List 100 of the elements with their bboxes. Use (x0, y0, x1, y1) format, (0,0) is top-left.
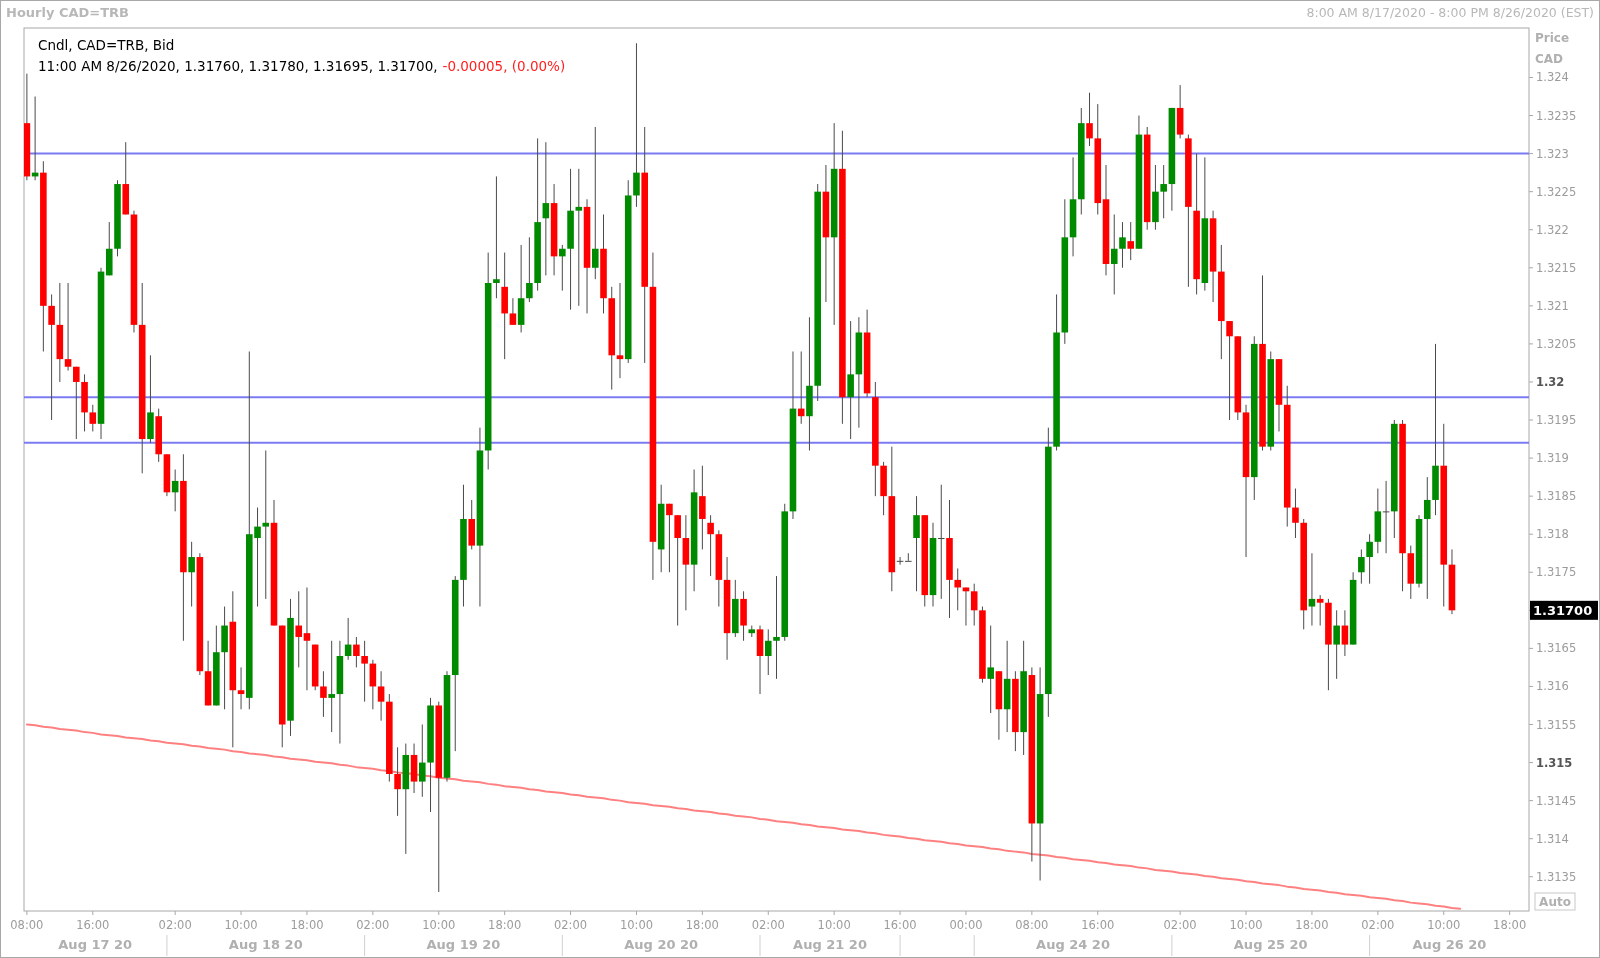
candlestick (1341, 609, 1349, 657)
text: Aug 24 20 (1036, 937, 1110, 952)
annotation: 11:00 AM 8/26/2020, 1.31760, 1.31780, 1.31695, 1.31700, (38, 58, 438, 74)
candlestick (764, 628, 772, 676)
candlestick (847, 320, 854, 440)
x-tick-label: 18:00 (290, 918, 324, 932)
candlestick (1333, 609, 1340, 680)
y-tick-label: 1.3135 (1536, 869, 1577, 884)
candlestick (303, 586, 311, 691)
text: Aug 25 20 (1233, 937, 1308, 952)
candlestick (188, 541, 195, 608)
text: Aug 17 20 (58, 937, 133, 952)
y-tick-label: 1.319 (1536, 451, 1569, 466)
x-tick-label: 10:00 (619, 918, 654, 932)
y-axis-title: Price CAD (1535, 31, 1570, 66)
candlestick (559, 244, 566, 292)
candlestick (73, 366, 80, 440)
candlestick (1127, 221, 1135, 261)
x-tick-label: 18:00 (685, 918, 719, 932)
y-tick-label: 1.315 (1536, 755, 1573, 770)
text: Aug 20 20 (624, 937, 699, 952)
x-tick-label: 16:00 (76, 918, 110, 932)
text: Aug 26 20 (1412, 937, 1487, 952)
x-tick-label: 10:00 (817, 918, 851, 932)
y-tick-label: 1.324 (1536, 70, 1569, 85)
chart-subtitle: 8:00 AM 8/17/2020 - 8:00 PM 8/26/2020 (EST) (1306, 5, 1594, 20)
candlestick (699, 465, 706, 550)
x-tick-label: 02:00 (158, 918, 192, 932)
candlestick (970, 583, 978, 627)
candlestick (64, 282, 72, 372)
candlestick (328, 640, 335, 733)
candlestick (773, 575, 780, 680)
y-tick-label: 1.322 (1536, 222, 1569, 237)
candlestick (1316, 594, 1324, 627)
x-tick-label: 10:00 (422, 918, 456, 932)
candlestick (1366, 533, 1373, 585)
candlestick (913, 495, 920, 592)
candlestick (1292, 488, 1299, 539)
x-tick-label: 10:00 (1229, 918, 1263, 932)
candlestick (616, 282, 624, 379)
chart-title: Hourly CAD=TRB (6, 5, 130, 20)
annotation: -0.00005, (0.00%) (442, 58, 566, 74)
y-tick-label: 1.314 (1536, 831, 1569, 846)
x-tick-label: 02:00 (1163, 918, 1197, 932)
candlestick (666, 503, 673, 573)
x-tick-label: 18:00 (1493, 918, 1527, 932)
y-tick-label: 1.321 (1536, 298, 1569, 313)
candlestick (1086, 92, 1093, 147)
line-series (25, 723, 1462, 910)
candlestick (633, 42, 640, 208)
x-tick-label: 08:00 (1015, 918, 1049, 932)
text: Aug 21 20 (793, 937, 867, 952)
candlestick (1358, 548, 1365, 585)
candlestick (954, 567, 962, 611)
candlestick (89, 404, 97, 432)
y-tick-label: 1.3175 (1536, 565, 1577, 580)
candlestick (962, 586, 970, 627)
y-tick-label: 1.3205 (1536, 336, 1577, 351)
x-tick-label: 16:00 (1081, 918, 1115, 932)
candlestick (1119, 221, 1126, 269)
x-tick-label: 10:00 (224, 918, 258, 932)
candlestick (1110, 214, 1118, 295)
candlestick (361, 640, 368, 703)
y-tick-label: 1.3235 (1536, 108, 1577, 123)
candlestick (237, 666, 245, 710)
candlestick (937, 484, 945, 600)
candlestick (377, 670, 385, 722)
annotation: Cndl, CAD=TRB, Bid (38, 37, 175, 53)
y-tick-label: 1.3185 (1536, 489, 1577, 504)
candlestick (1226, 320, 1233, 421)
candlestick (674, 514, 681, 627)
x-tick-label: 02:00 (1361, 918, 1395, 932)
candlestick (542, 141, 550, 276)
y-tick-label: 1.318 (1536, 527, 1569, 542)
y-tick-label: 1.3155 (1536, 717, 1577, 732)
candlestick (1423, 476, 1431, 600)
candlestick (1160, 164, 1167, 219)
y-tick-label: 1.3215 (1536, 260, 1577, 275)
y-tick-label: 1.323 (1536, 146, 1569, 161)
text: Auto (1539, 894, 1571, 909)
y-tick-label: 1.3145 (1536, 793, 1577, 808)
candlestick (295, 590, 303, 668)
text: Aug 18 20 (228, 937, 303, 952)
x-tick-label: 16:00 (883, 918, 917, 932)
candlestick (575, 168, 583, 307)
candlestick (526, 236, 533, 303)
candlestick (320, 670, 327, 718)
x-tick-label: 08:00 (10, 918, 44, 932)
y-tick-label: 1.3225 (1536, 184, 1577, 199)
candlestick (797, 351, 805, 425)
candlestick (353, 636, 360, 668)
candlestick (905, 552, 912, 562)
candlestick (509, 297, 517, 326)
x-tick-label: 02:00 (553, 918, 588, 932)
candlestick (418, 724, 426, 798)
x-tick-label: 18:00 (1295, 918, 1329, 932)
x-tick-label: 10:00 (1427, 918, 1461, 932)
x-tick-label: 18:00 (488, 918, 522, 932)
y-tick-label: 1.316 (1536, 679, 1569, 694)
candlestick (1308, 552, 1316, 627)
